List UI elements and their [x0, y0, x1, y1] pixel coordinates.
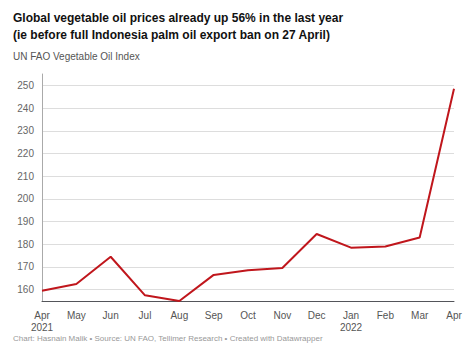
svg-text:Jul: Jul	[139, 310, 152, 321]
svg-text:Apr: Apr	[34, 310, 50, 321]
svg-text:2022: 2022	[340, 322, 363, 333]
svg-text:200: 200	[17, 193, 34, 204]
svg-text:160: 160	[17, 284, 34, 295]
svg-text:Chart: Hasnain Malik • Source:: Chart: Hasnain Malik • Source: UN FAO, T…	[13, 334, 323, 343]
svg-text:Nov: Nov	[273, 310, 291, 321]
svg-text:Feb: Feb	[377, 310, 395, 321]
svg-text:170: 170	[17, 261, 34, 272]
svg-text:Dec: Dec	[308, 310, 326, 321]
svg-text:Mar: Mar	[411, 310, 429, 321]
svg-text:240: 240	[17, 103, 34, 114]
svg-text:2021: 2021	[31, 322, 54, 333]
svg-text:Aug: Aug	[170, 310, 188, 321]
svg-text:180: 180	[17, 239, 34, 250]
svg-text:220: 220	[17, 148, 34, 159]
svg-text:(ie before full Indonesia palm: (ie before full Indonesia palm oil expor…	[13, 28, 330, 42]
svg-text:May: May	[67, 310, 86, 321]
svg-text:250: 250	[17, 80, 34, 91]
svg-text:Oct: Oct	[240, 310, 256, 321]
svg-text:Apr: Apr	[446, 310, 462, 321]
svg-text:Jan: Jan	[343, 310, 359, 321]
svg-text:190: 190	[17, 216, 34, 227]
svg-text:UN FAO Vegetable Oil Index: UN FAO Vegetable Oil Index	[13, 51, 140, 62]
svg-text:Jun: Jun	[103, 310, 119, 321]
svg-text:Sep: Sep	[205, 310, 223, 321]
svg-text:Global vegetable oil prices al: Global vegetable oil prices already up 5…	[13, 11, 343, 25]
svg-text:230: 230	[17, 125, 34, 136]
svg-text:210: 210	[17, 171, 34, 182]
